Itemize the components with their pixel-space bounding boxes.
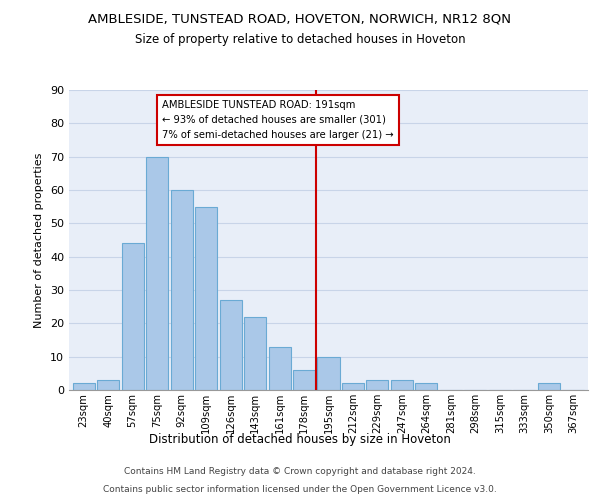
Bar [342, 384, 364, 390]
Bar [97, 380, 119, 390]
Text: AMBLESIDE TUNSTEAD ROAD: 191sqm
← 93% of detached houses are smaller (301)
7% of: AMBLESIDE TUNSTEAD ROAD: 191sqm ← 93% of… [162, 100, 394, 140]
Bar [244, 316, 266, 390]
Bar [170, 190, 193, 390]
Text: Contains public sector information licensed under the Open Government Licence v3: Contains public sector information licen… [103, 485, 497, 494]
Y-axis label: Number of detached properties: Number of detached properties [34, 152, 44, 328]
Text: Contains HM Land Registry data © Crown copyright and database right 2024.: Contains HM Land Registry data © Crown c… [124, 468, 476, 476]
Bar [122, 244, 143, 390]
Bar [220, 300, 242, 390]
Bar [367, 380, 388, 390]
Bar [146, 156, 168, 390]
Text: Size of property relative to detached houses in Hoveton: Size of property relative to detached ho… [134, 32, 466, 46]
Bar [73, 384, 95, 390]
Bar [538, 384, 560, 390]
Bar [415, 384, 437, 390]
Bar [317, 356, 340, 390]
Bar [391, 380, 413, 390]
Text: Distribution of detached houses by size in Hoveton: Distribution of detached houses by size … [149, 432, 451, 446]
Bar [269, 346, 290, 390]
Text: AMBLESIDE, TUNSTEAD ROAD, HOVETON, NORWICH, NR12 8QN: AMBLESIDE, TUNSTEAD ROAD, HOVETON, NORWI… [89, 12, 511, 26]
Bar [293, 370, 315, 390]
Bar [195, 206, 217, 390]
